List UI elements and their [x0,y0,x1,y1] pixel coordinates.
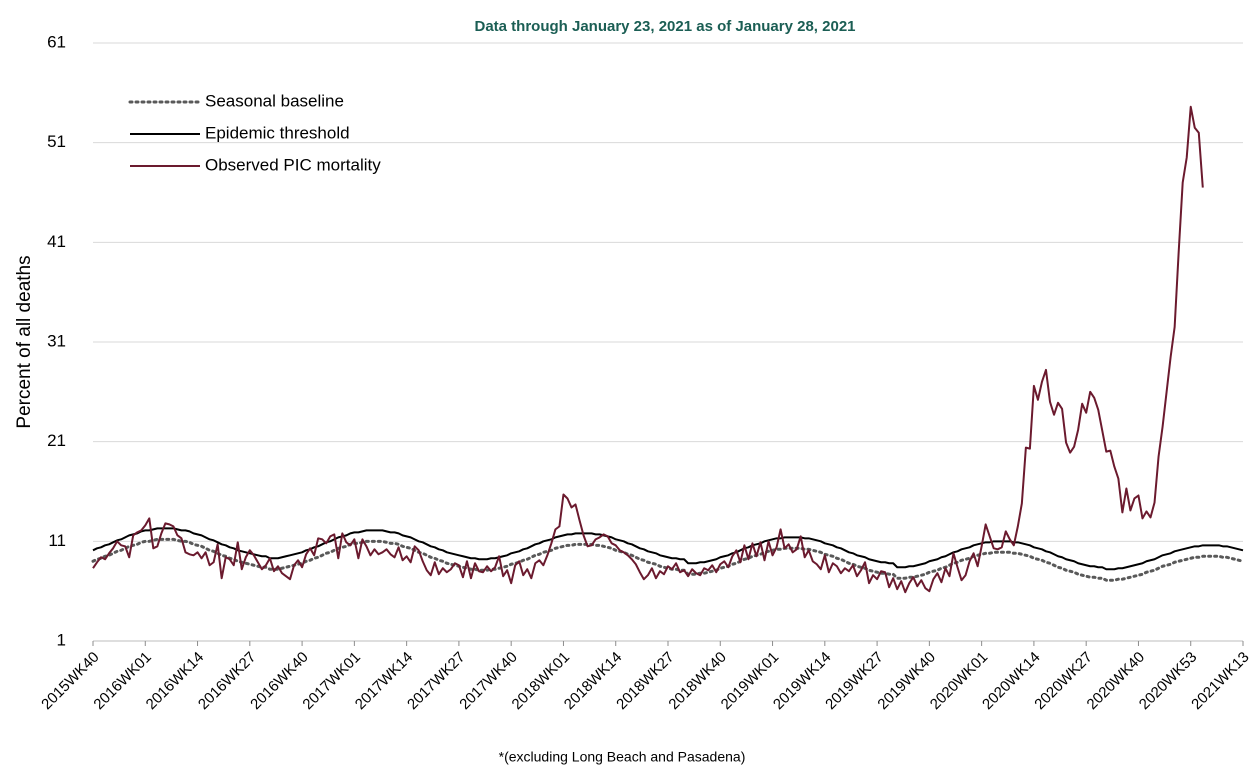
y-tick-label: 41 [47,232,66,251]
legend-label: Observed PIC mortality [205,155,381,174]
y-tick-label: 1 [57,630,66,649]
series-line [92,527,1244,571]
series-line [92,105,1204,594]
y-tick-label: 31 [47,331,66,350]
footnote: *(excluding Long Beach and Pasadena) [499,749,746,765]
y-axis-label: Percent of all deaths [14,255,35,428]
legend-label: Epidemic threshold [205,123,350,142]
y-tick-label: 21 [47,431,66,450]
y-tick-label: 11 [48,531,66,550]
chart-subtitle: Data through January 23, 2021 as of Janu… [474,18,855,35]
y-tick-label: 61 [47,32,66,51]
y-tick-label: 51 [47,132,66,151]
legend-label: Seasonal baseline [205,91,344,110]
